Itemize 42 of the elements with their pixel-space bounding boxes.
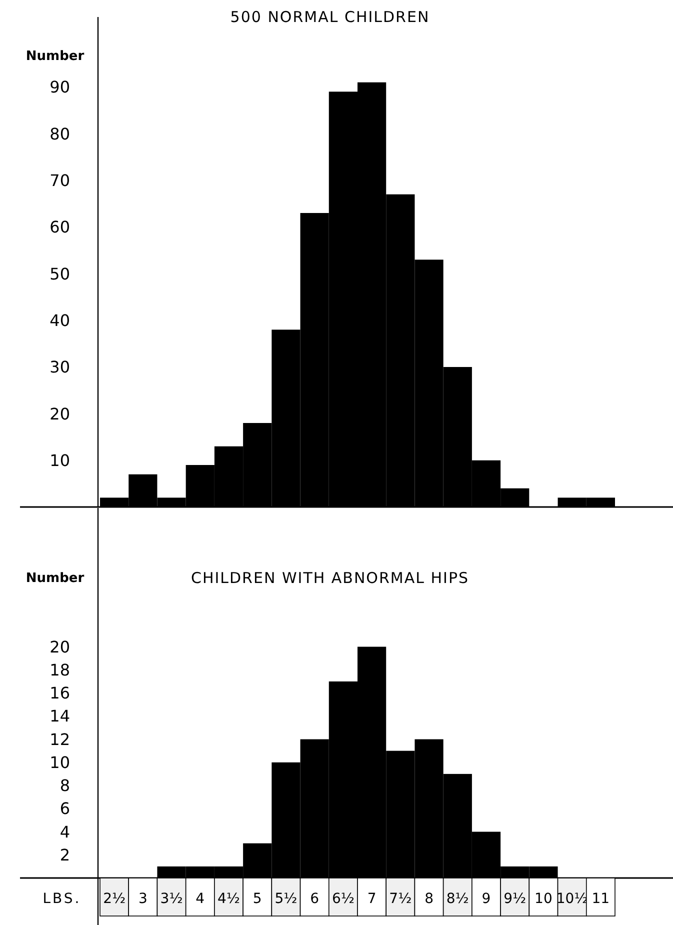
x-tick-label: 5½	[274, 891, 298, 907]
x-tick-label: 4½	[218, 891, 240, 907]
y-tick-label: 20	[50, 404, 70, 424]
x-tick-label: 6	[310, 891, 320, 907]
y-tick-label: 18	[50, 660, 70, 680]
x-tick-label: 2½	[103, 891, 126, 907]
y-tick-label: 80	[50, 124, 70, 144]
y-tick-label: 90	[50, 78, 70, 97]
x-tick-label: 11	[592, 891, 610, 907]
y-tick-label: 10	[50, 450, 70, 470]
x-tick-label: 10	[534, 891, 552, 907]
x-tick-label: 4	[196, 891, 205, 907]
y-tick-label: 16	[50, 684, 70, 703]
chart-title: 500 NORMAL CHILDREN	[230, 8, 430, 26]
x-tick-label: 5	[252, 891, 262, 907]
y-tick-label: 2	[60, 845, 70, 864]
y-tick-label: 50	[50, 264, 70, 284]
y-tick-label: 30	[50, 358, 70, 377]
x-tick-label: 9½	[504, 891, 526, 907]
x-tick-label: 7	[367, 891, 376, 907]
y-tick-label: 12	[50, 730, 70, 749]
x-tick-label: 3	[138, 891, 148, 907]
y-tick-label: 10	[50, 752, 70, 772]
y-tick-label: 70	[50, 170, 70, 190]
text: CHILDREN WITH ABNORMAL HIPS	[190, 569, 470, 587]
y-tick-label: 60	[50, 218, 70, 237]
y-tick-label: 8	[60, 776, 70, 796]
y-axis-title: Number	[26, 571, 85, 586]
x-tick-label: 3½	[160, 891, 183, 907]
x-tick-label: 8½	[446, 891, 469, 907]
x-axis-title: LBS.	[42, 891, 82, 907]
y-tick-label: 20	[50, 637, 70, 656]
x-tick-label: 6½	[332, 891, 354, 907]
x-tick-label: 9	[482, 891, 491, 907]
y-tick-label: 6	[60, 799, 70, 818]
y-axis-title: Number	[26, 49, 85, 64]
y-tick-label: 40	[50, 310, 70, 330]
x-tick-label: 10½	[556, 891, 588, 907]
y-tick-label: 4	[60, 822, 70, 842]
x-tick-label: 8	[424, 891, 434, 907]
y-tick-label: 14	[50, 706, 70, 726]
x-tick-label: 7½	[389, 891, 412, 907]
